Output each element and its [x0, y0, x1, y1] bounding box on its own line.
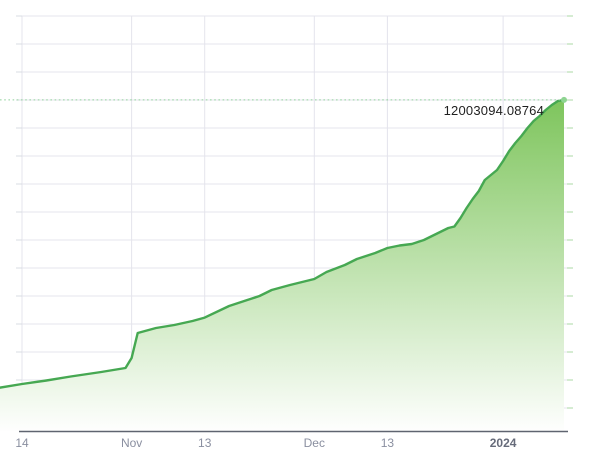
x-axis-label: 13 — [198, 436, 212, 450]
x-axis-label: 14 — [15, 436, 29, 450]
series-line — [0, 98, 566, 389]
current-value-label: 12003094.08764 — [443, 102, 545, 118]
area-fill — [0, 99, 564, 431]
x-axis-label: 2024 — [490, 436, 517, 450]
x-axis-label: Nov — [121, 436, 142, 450]
series-endpoint-dot — [561, 96, 568, 103]
x-axis-label: Dec — [304, 436, 325, 450]
x-axis-label: 13 — [381, 436, 395, 450]
